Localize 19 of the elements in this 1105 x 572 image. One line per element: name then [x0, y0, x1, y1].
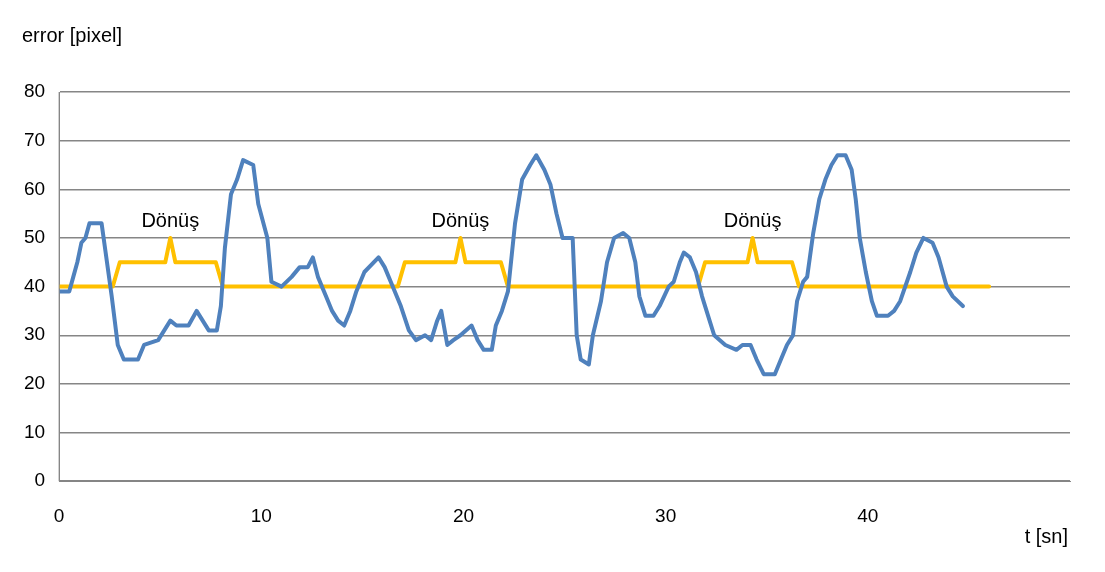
x-tick-label: 10 [250, 504, 272, 526]
x-tick-label: 40 [857, 504, 879, 526]
y-tick-label: 20 [23, 372, 46, 394]
y-tick-label: 60 [23, 177, 46, 199]
x-axis-title: t [sn] [1024, 524, 1068, 547]
annotation: Dönüş [723, 209, 782, 232]
y-tick-label: 50 [23, 226, 46, 248]
annotation: Dönüş [431, 209, 490, 232]
y-tick-label: 40 [23, 274, 46, 296]
y-tick-label: 0 [34, 469, 46, 491]
y-axis-title: error [pixel] [22, 23, 123, 46]
x-tick-label: 0 [53, 504, 65, 526]
x-tick-label: 20 [452, 504, 475, 526]
x-tick-label: 30 [655, 504, 677, 526]
y-tick-label: 70 [23, 128, 46, 150]
y-tick-label: 10 [23, 420, 46, 442]
y-tick-label: 80 [23, 80, 46, 102]
y-tick-label: 30 [23, 323, 46, 345]
annotation: Dönüş [141, 209, 200, 232]
